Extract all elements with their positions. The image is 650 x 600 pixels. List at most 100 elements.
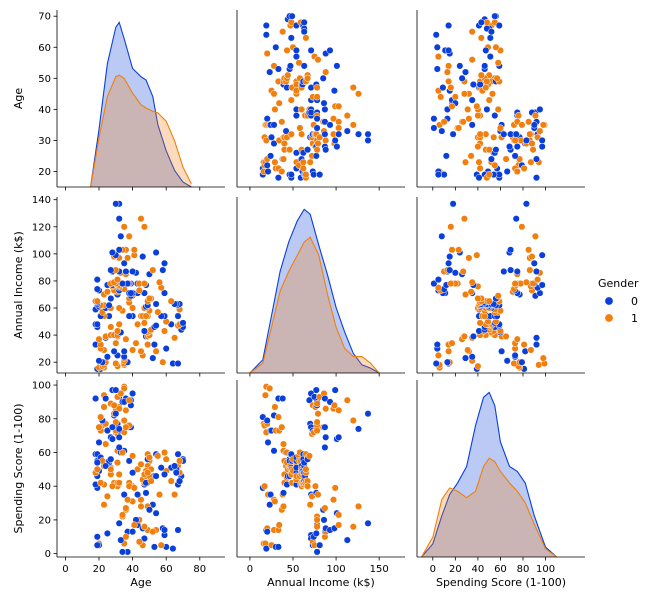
- point-annual-income-k-vs-spending-score-1-100-29: [271, 403, 279, 411]
- point-spending-score-1-100-vs-annual-income-k-15: [518, 358, 526, 366]
- kde-line-annual-income-k-gender-0: [249, 208, 380, 374]
- point-spending-score-1-100-vs-annual-income-k-45: [502, 332, 510, 340]
- legend-marker-0: [604, 296, 614, 306]
- point-age-vs-spending-score-1-100-66: [134, 465, 142, 473]
- point-annual-income-k-vs-age-56: [284, 71, 292, 79]
- point-spending-score-1-100-vs-age-121: [474, 112, 482, 120]
- point-spending-score-1-100-vs-age-81: [491, 112, 499, 120]
- point-age-vs-annual-income-k-163: [113, 276, 122, 284]
- point-annual-income-k-vs-age-193: [343, 112, 351, 120]
- point-age-vs-spending-score-1-100-194: [140, 523, 148, 531]
- point-spending-score-1-100-vs-annual-income-k-196: [460, 215, 468, 223]
- point-spending-score-1-100-vs-age-186: [456, 62, 464, 70]
- point-age-vs-spending-score-1-100-90: [176, 457, 184, 465]
- point-spending-score-1-100-vs-age-188: [448, 102, 456, 110]
- point-annual-income-k-vs-spending-score-1-100-193: [343, 396, 351, 404]
- point-annual-income-k-vs-spending-score-1-100-41: [279, 394, 287, 403]
- point-annual-income-k-vs-age-25: [270, 139, 278, 148]
- point-spending-score-1-100-vs-annual-income-k-14: [443, 358, 451, 366]
- point-spending-score-1-100-vs-age-98: [476, 80, 484, 89]
- point-age-vs-spending-score-1-100-110: [171, 462, 179, 470]
- point-annual-income-k-vs-age-39: [278, 167, 286, 176]
- point-age-vs-spending-score-1-100-174: [149, 528, 157, 536]
- y-tick-label: 100: [32, 381, 51, 392]
- point-age-vs-annual-income-k-82: [174, 312, 182, 320]
- point-spending-score-1-100-vs-age-190: [455, 124, 463, 132]
- point-age-vs-annual-income-k-36: [132, 339, 140, 347]
- point-age-vs-annual-income-k-187: [108, 248, 116, 257]
- point-spending-score-1-100-vs-annual-income-k-41: [532, 334, 541, 342]
- point-spending-score-1-100-vs-age-169: [500, 130, 508, 138]
- point-spending-score-1-100-vs-age-183: [528, 139, 536, 148]
- point-age-vs-spending-score-1-100-181: [115, 405, 123, 413]
- point-age-vs-annual-income-k-70: [179, 319, 187, 327]
- point-age-vs-spending-score-1-100-142: [108, 482, 116, 490]
- point-annual-income-k-vs-spending-score-1-100-197: [354, 425, 363, 433]
- point-age-vs-spending-score-1-100-69: [115, 470, 123, 478]
- point-spending-score-1-100-vs-annual-income-k-171: [513, 267, 521, 276]
- y-axis-title-age: Age: [12, 88, 25, 110]
- point-annual-income-k-vs-age-138: [310, 171, 318, 179]
- point-annual-income-k-vs-spending-score-1-100-19: [266, 384, 274, 392]
- point-annual-income-k-vs-age-45: [279, 155, 288, 163]
- point-age-vs-annual-income-k-85: [142, 312, 150, 320]
- y-axis-title-spending-score-1-100: Spending Score (1-100): [12, 403, 25, 533]
- point-age-vs-spending-score-1-100-105: [97, 479, 105, 487]
- point-spending-score-1-100-vs-annual-income-k-190: [455, 246, 463, 254]
- point-annual-income-k-vs-age-160: [314, 56, 322, 64]
- panel-annual-income-k-vs-spending-score-1-100: [416, 197, 585, 377]
- point-annual-income-k-vs-age-33: [274, 174, 282, 182]
- point-spending-score-1-100-vs-annual-income-k-182: [446, 253, 454, 261]
- point-spending-score-1-100-vs-age-66: [485, 96, 493, 104]
- legend-title: Gender: [598, 277, 639, 290]
- point-spending-score-1-100-vs-annual-income-k-158: [430, 280, 438, 288]
- y-tick-label: 20: [38, 515, 51, 526]
- point-age-vs-spending-score-1-100-157: [112, 418, 120, 426]
- point-annual-income-k-vs-spending-score-1-100-159: [313, 427, 321, 435]
- point-spending-score-1-100-vs-age-185: [538, 136, 546, 144]
- point-spending-score-1-100-vs-age-18: [461, 68, 470, 76]
- point-age-vs-annual-income-k-39: [95, 335, 103, 343]
- point-annual-income-k-vs-age-198: [364, 130, 372, 138]
- y-tick-label: 30: [38, 136, 51, 147]
- point-annual-income-k-vs-age-120: [304, 146, 312, 154]
- point-spending-score-1-100-vs-annual-income-k-122: [494, 292, 502, 300]
- point-age-vs-annual-income-k-131: [127, 289, 135, 297]
- point-age-vs-spending-score-1-100-160: [155, 491, 164, 499]
- point-age-vs-spending-score-1-100-185: [112, 386, 120, 394]
- point-age-vs-spending-score-1-100-167: [117, 389, 125, 398]
- kde-line-spending-score-1-100-gender-0: [421, 391, 558, 558]
- point-annual-income-k-vs-spending-score-1-100-171: [321, 423, 329, 431]
- x-tick-label: 40: [126, 564, 139, 575]
- point-annual-income-k-vs-age-28: [271, 105, 279, 113]
- point-age-vs-spending-score-1-100-183: [110, 401, 118, 409]
- point-annual-income-k-vs-spending-score-1-100-14: [263, 528, 271, 536]
- point-spending-score-1-100-vs-annual-income-k-192: [438, 232, 446, 240]
- point-spending-score-1-100-vs-annual-income-k-140: [434, 284, 442, 292]
- point-spending-score-1-100-vs-age-132: [467, 152, 475, 160]
- point-annual-income-k-vs-spending-score-1-100-158: [313, 548, 321, 556]
- point-annual-income-k-vs-spending-score-1-100-17: [264, 438, 272, 446]
- y-tick-label: 100: [32, 249, 51, 260]
- point-spending-score-1-100-vs-age-136: [437, 93, 445, 101]
- x-tick-label: 0: [62, 564, 68, 575]
- point-age-vs-annual-income-k-21: [103, 353, 111, 361]
- point-spending-score-1-100-vs-age-198: [449, 130, 457, 138]
- point-annual-income-k-vs-age-88: [296, 124, 304, 132]
- point-annual-income-k-vs-age-80: [292, 53, 300, 61]
- point-age-vs-spending-score-1-100-191: [115, 433, 123, 441]
- y-tick-label: 20: [38, 167, 51, 178]
- x-axis-title-spending-score-1-100: Spending Score (1-100): [436, 576, 566, 589]
- point-annual-income-k-vs-spending-score-1-100-124: [306, 501, 314, 509]
- point-spending-score-1-100-vs-age-100: [475, 158, 483, 166]
- point-spending-score-1-100-vs-age-152: [451, 93, 459, 101]
- point-annual-income-k-vs-spending-score-1-100-8: [262, 545, 270, 553]
- point-spending-score-1-100-vs-annual-income-k-121: [474, 294, 482, 303]
- point-annual-income-k-vs-age-48: [280, 139, 288, 148]
- point-spending-score-1-100-vs-annual-income-k-180: [465, 254, 473, 262]
- point-annual-income-k-vs-spending-score-1-100-154: [313, 523, 321, 531]
- point-age-vs-annual-income-k-10: [174, 359, 182, 368]
- point-spending-score-1-100-vs-annual-income-k-22: [434, 351, 442, 359]
- point-annual-income-k-vs-spending-score-1-100-155: [313, 400, 321, 408]
- point-annual-income-k-vs-age-179: [326, 121, 334, 129]
